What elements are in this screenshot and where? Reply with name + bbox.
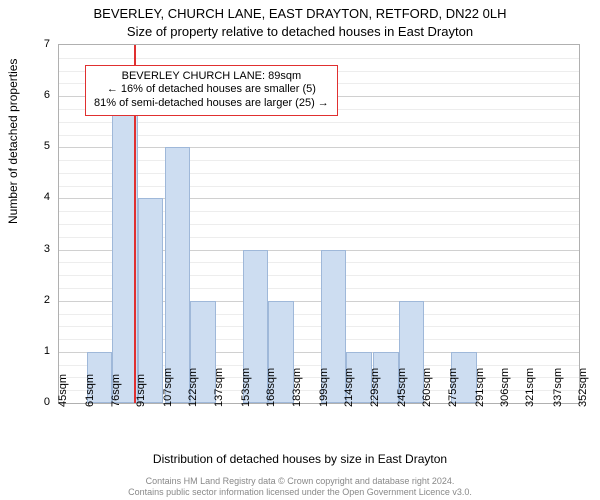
x-tick-label: 168sqm: [265, 368, 277, 407]
x-tick-label: 321sqm: [524, 368, 536, 407]
footer-line-1: Contains HM Land Registry data © Crown c…: [0, 476, 600, 487]
y-axis-label: Number of detached properties: [6, 59, 20, 224]
footer-line-2: Contains public sector information licen…: [0, 487, 600, 498]
plot-area: 45sqm 61sqm 76sqm 91sqm 107sqm 122sqm 137sqm 15…: [58, 44, 580, 404]
chart-container: BEVERLEY, CHURCH LANE, EAST DRAYTON, RET…: [0, 0, 600, 500]
bar: [165, 147, 190, 403]
x-tick-label: 214sqm: [343, 368, 355, 407]
x-tick-label: 122sqm: [187, 368, 199, 407]
x-tick-label: 306sqm: [499, 368, 511, 407]
x-tick-label: 91sqm: [135, 374, 147, 407]
x-tick-label: 61sqm: [84, 374, 96, 407]
y-tick-label: 7: [0, 38, 50, 50]
x-tick-label: 183sqm: [291, 368, 303, 407]
x-tick-label: 245sqm: [396, 368, 408, 407]
bar: [138, 198, 163, 403]
title-line-2: Size of property relative to detached ho…: [0, 24, 600, 40]
annotation-line: 81% of semi-detached houses are larger (…: [94, 97, 329, 111]
x-tick-label: 199sqm: [318, 368, 330, 407]
titles: BEVERLEY, CHURCH LANE, EAST DRAYTON, RET…: [0, 0, 600, 39]
y-tick-label: 3: [0, 243, 50, 255]
annotation-line: ← 16% of detached houses are smaller (5): [94, 83, 329, 97]
x-tick-label: 137sqm: [213, 368, 225, 407]
x-tick-label: 229sqm: [369, 368, 381, 407]
x-tick-label: 45sqm: [57, 374, 69, 407]
x-tick-label: 291sqm: [474, 368, 486, 407]
y-tick-label: 2: [0, 294, 50, 306]
x-tick-label: 260sqm: [421, 368, 433, 407]
x-tick-label: 352sqm: [577, 368, 589, 407]
x-tick-label: 153sqm: [240, 368, 252, 407]
footer: Contains HM Land Registry data © Crown c…: [0, 476, 600, 498]
x-tick-label: 107sqm: [162, 368, 174, 407]
x-tick-label: 275sqm: [447, 368, 459, 407]
y-tick-label: 1: [0, 345, 50, 357]
grid-minor: [59, 58, 579, 59]
x-axis-label: Distribution of detached houses by size …: [0, 452, 600, 466]
y-tick-label: 0: [0, 396, 50, 408]
title-line-1: BEVERLEY, CHURCH LANE, EAST DRAYTON, RET…: [0, 6, 600, 22]
x-tick-label: 76sqm: [110, 374, 122, 407]
x-tick-label: 337sqm: [552, 368, 564, 407]
annotation-line: BEVERLEY CHURCH LANE: 89sqm: [94, 70, 329, 84]
annotation-box: BEVERLEY CHURCH LANE: 89sqm← 16% of deta…: [85, 65, 338, 116]
